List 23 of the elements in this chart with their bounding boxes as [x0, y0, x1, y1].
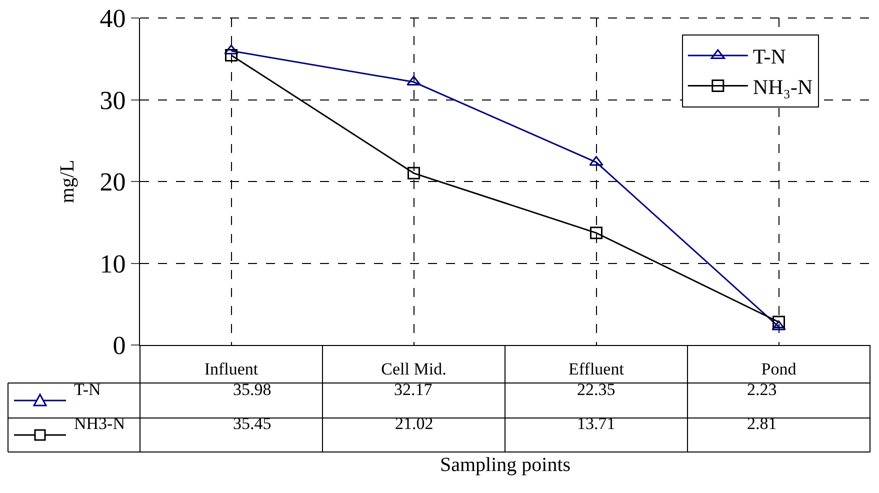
x-tick-label: Pond — [761, 359, 797, 378]
legend-label: NH₃-N — [752, 74, 813, 99]
point — [590, 226, 602, 240]
point — [408, 166, 420, 180]
legend-label: T-N — [752, 44, 786, 69]
y-axis-title: mg/L — [56, 160, 78, 204]
data-label: 2.23 — [747, 380, 777, 399]
y-tick-label: 10 — [100, 249, 126, 278]
x-axis-title: Sampling points — [440, 454, 571, 476]
y-tick-label: 20 — [100, 168, 126, 197]
data-label: 22.35 — [577, 380, 616, 399]
point — [406, 76, 421, 86]
x-tick-label: Cell Mid. — [381, 359, 446, 378]
data-label: 35.98 — [233, 380, 272, 399]
x-tick-label: Effluent — [568, 359, 624, 378]
point — [772, 316, 785, 328]
y-tick-label: 0 — [112, 331, 126, 360]
y-tick-label: 40 — [100, 4, 126, 34]
y-tick-label: 30 — [100, 86, 126, 115]
text: T-N — [74, 380, 101, 399]
point — [225, 48, 238, 62]
x-tick-label: Influent — [204, 359, 258, 378]
data-label: 32.17 — [394, 380, 433, 399]
